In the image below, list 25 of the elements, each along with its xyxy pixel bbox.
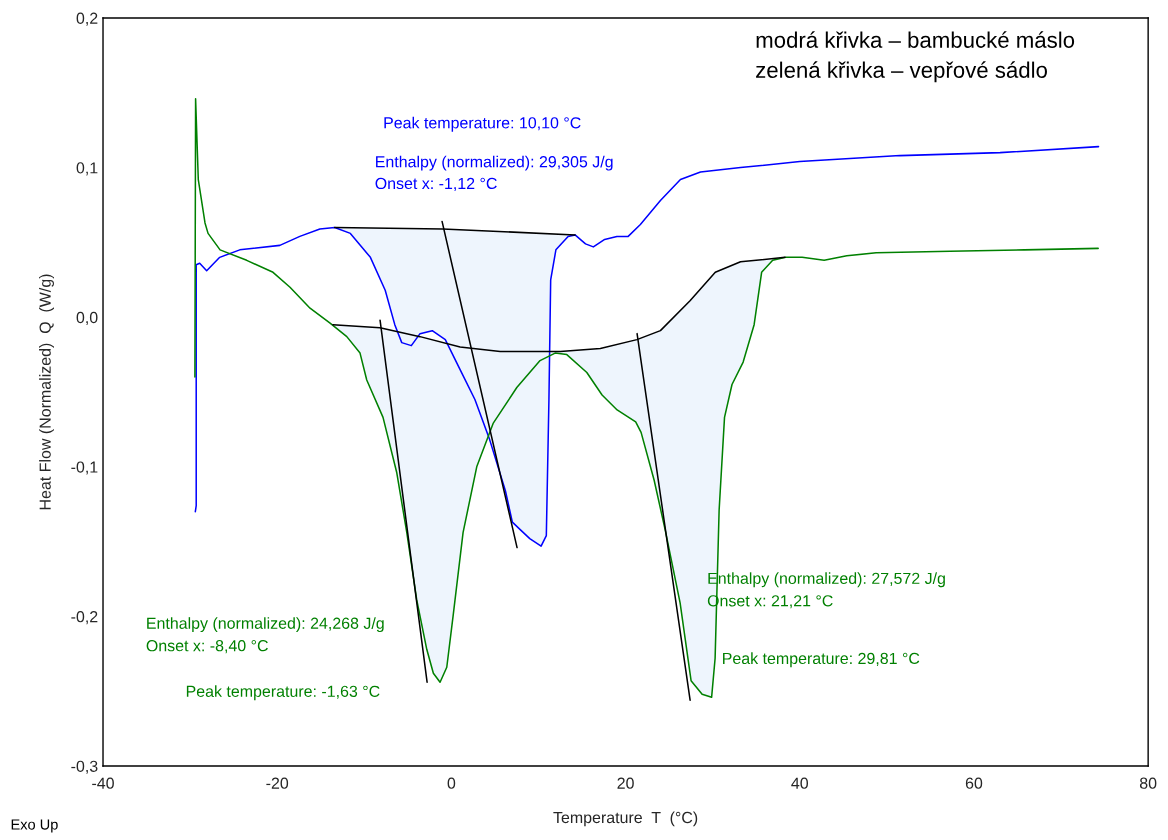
y-tick-label: -0,2 [71, 611, 98, 625]
x-tick-label: 0 [447, 777, 456, 789]
x-tick-label: -20 [266, 777, 289, 789]
y-tick-label: 0,0 [76, 311, 98, 326]
y-tick-label: -0,1 [71, 461, 98, 475]
annotation: Onset x: -8,40 °C [146, 640, 268, 654]
x-tick-label: 40 [791, 777, 809, 789]
annotation: zelená křivka – vepřové sádlo [756, 61, 1047, 83]
annotation: modrá křivka – bambucké máslo [756, 31, 1075, 48]
annotation: Peak temperature: -1,63 °C [186, 685, 380, 701]
annotation: Peak temperature: 29,81 °C [723, 652, 920, 668]
x-tick-label: -40 [92, 777, 114, 789]
y-tick-label: 0,2 [76, 12, 98, 26]
x-axis-title: Temperature T (°C) [553, 811, 698, 827]
annotation: Enthalpy (normalized): 29,305 J/g [376, 155, 613, 171]
y-tick-label: -0,3 [71, 760, 98, 774]
text: Exo Up [11, 819, 58, 833]
annotation: Peak temperature: 10,10 °C [384, 116, 581, 132]
annotation: Enthalpy (normalized): 24,268 J/g [147, 617, 384, 633]
x-tick-label: 20 [617, 777, 634, 789]
x-tick-label: 60 [965, 777, 983, 789]
y-axis-title: Heat Flow (Normalized) Q (W/g) [39, 274, 54, 510]
x-tick-label: 80 [1139, 777, 1157, 789]
annotation: Onset x: -1,12 °C [375, 177, 497, 191]
y-tick-label: 0,1 [76, 162, 98, 176]
